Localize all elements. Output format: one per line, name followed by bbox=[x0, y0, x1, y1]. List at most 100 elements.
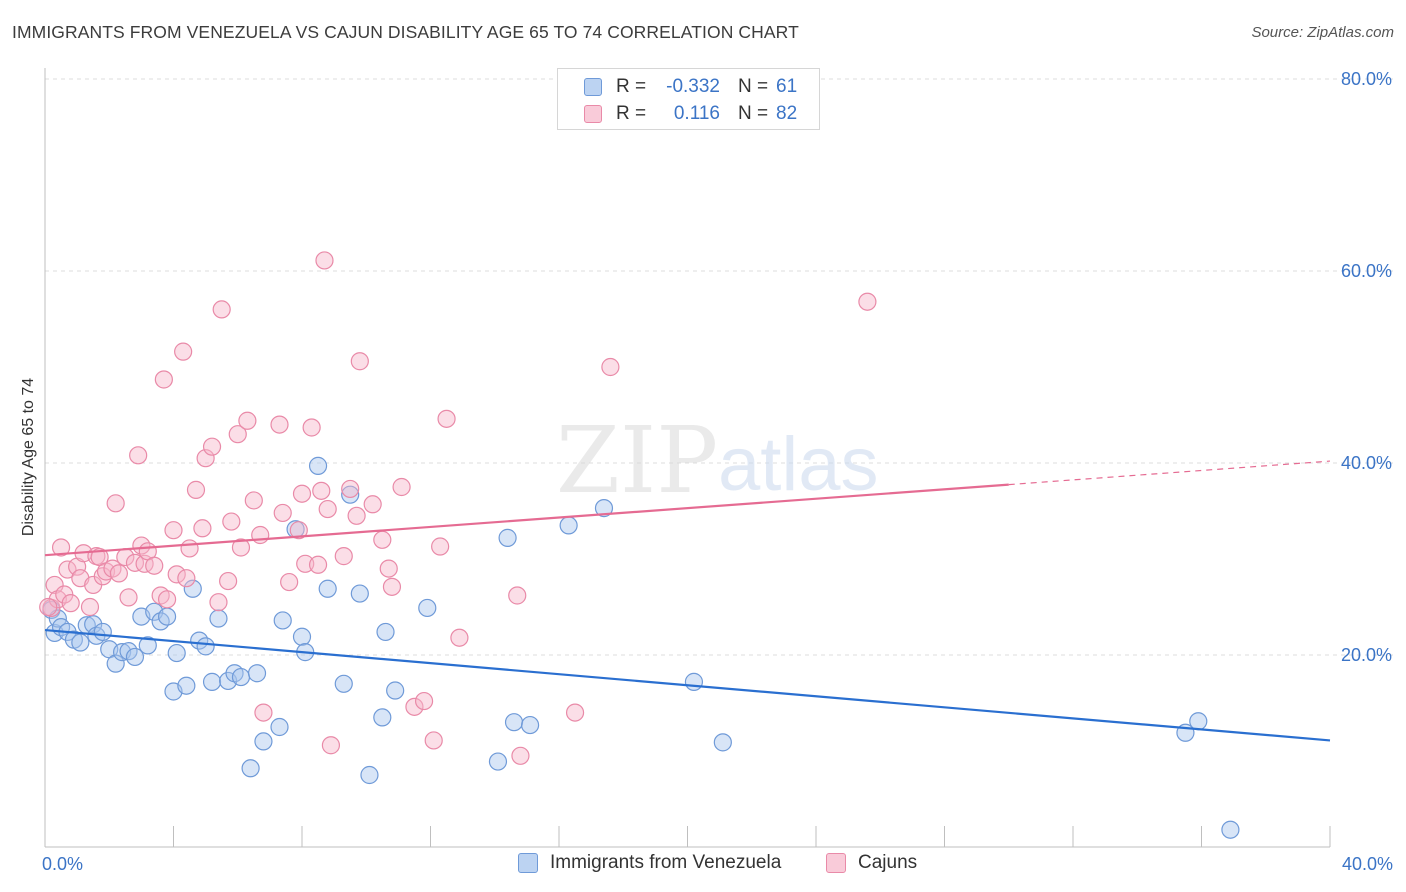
legend-n-label: N = bbox=[738, 103, 769, 124]
data-point bbox=[858, 292, 877, 311]
data-point bbox=[247, 664, 267, 683]
data-point bbox=[209, 609, 228, 628]
legend-n-value: 82 bbox=[776, 103, 798, 124]
y-tick-label: 80.0% bbox=[1341, 69, 1392, 89]
data-point bbox=[713, 733, 732, 752]
chart-title: IMMIGRANTS FROM VENEZUELA VS CAJUN DISAB… bbox=[12, 22, 799, 42]
data-point bbox=[231, 538, 251, 557]
data-point bbox=[180, 539, 199, 558]
data-point bbox=[450, 628, 469, 647]
data-point bbox=[373, 708, 392, 727]
data-point bbox=[302, 418, 321, 437]
data-point bbox=[164, 521, 183, 540]
data-point bbox=[347, 506, 366, 525]
data-point bbox=[51, 538, 71, 557]
data-point bbox=[222, 512, 241, 531]
data-point bbox=[196, 637, 215, 656]
data-point bbox=[511, 746, 530, 765]
data-point bbox=[292, 484, 312, 503]
legend-swatch-venezuela bbox=[584, 78, 602, 96]
data-point bbox=[318, 579, 337, 598]
y-tick-label: 20.0% bbox=[1341, 645, 1392, 665]
data-point bbox=[350, 352, 369, 371]
y-axis-label: Disability Age 65 to 74 bbox=[20, 378, 37, 536]
trend-line-dashed bbox=[1008, 460, 1331, 486]
legend-series: Immigrants from Venezuela Cajuns bbox=[0, 852, 1406, 878]
trend-line bbox=[44, 483, 1009, 557]
data-point bbox=[244, 491, 263, 510]
y-tick-label: 60.0% bbox=[1341, 261, 1392, 281]
data-point bbox=[228, 425, 247, 444]
legend-stats: R = -0.332 N = 61 R = 0.116 N = 82 bbox=[557, 68, 820, 130]
data-point bbox=[212, 300, 231, 319]
data-point bbox=[414, 691, 434, 711]
watermark-zip: ZIP bbox=[556, 407, 718, 514]
data-point bbox=[363, 495, 382, 514]
data-point bbox=[504, 713, 524, 732]
trend-lines bbox=[44, 460, 1331, 742]
y-tick-label: 40.0% bbox=[1341, 453, 1392, 473]
data-point bbox=[318, 499, 337, 519]
data-point bbox=[241, 759, 260, 778]
data-point bbox=[488, 752, 508, 771]
data-point bbox=[39, 597, 58, 617]
watermark-atlas: atlas bbox=[718, 422, 879, 507]
data-point bbox=[373, 530, 392, 549]
data-point bbox=[350, 584, 369, 603]
data-point bbox=[360, 765, 379, 785]
watermark: ZIP atlas bbox=[556, 407, 879, 514]
legend-swatch-venezuela bbox=[518, 853, 538, 873]
source-label: Source: ZipAtlas.com bbox=[1251, 24, 1394, 41]
data-point bbox=[71, 633, 90, 652]
data-point bbox=[193, 519, 212, 538]
data-point bbox=[174, 342, 193, 361]
data-point bbox=[80, 597, 100, 617]
data-point bbox=[312, 481, 331, 500]
data-point bbox=[125, 647, 145, 667]
data-point bbox=[341, 479, 360, 499]
gridlines bbox=[45, 78, 1395, 656]
data-point bbox=[209, 593, 228, 612]
legend-swatch-cajuns bbox=[584, 105, 602, 123]
data-point bbox=[202, 672, 222, 691]
data-point bbox=[280, 572, 299, 592]
x-tick-label: 0.0% bbox=[42, 854, 83, 874]
legend-r-value: 0.116 bbox=[673, 103, 720, 124]
data-point bbox=[273, 503, 292, 523]
data-point bbox=[334, 674, 353, 693]
data-point bbox=[273, 611, 292, 630]
data-point bbox=[601, 357, 620, 377]
data-point bbox=[308, 555, 328, 574]
data-point bbox=[177, 676, 196, 695]
data-point bbox=[386, 681, 405, 700]
data-point bbox=[684, 672, 704, 691]
data-point bbox=[382, 577, 402, 596]
data-point bbox=[270, 717, 289, 737]
data-point bbox=[341, 485, 360, 504]
data-point bbox=[125, 553, 145, 572]
data-point bbox=[45, 575, 64, 595]
data-point bbox=[1221, 820, 1240, 839]
legend-r-label: R = bbox=[616, 103, 647, 124]
legend-item-cajuns[interactable]: Cajuns bbox=[826, 852, 917, 874]
x-tick-label: 40.0% bbox=[1342, 854, 1393, 874]
data-point bbox=[379, 559, 398, 578]
data-point bbox=[157, 607, 177, 626]
legend-n-value: 61 bbox=[776, 76, 798, 97]
data-point bbox=[594, 499, 614, 518]
data-point bbox=[392, 477, 411, 497]
data-point bbox=[405, 697, 424, 716]
legend-label-cajuns: Cajuns bbox=[858, 852, 918, 873]
data-point bbox=[202, 437, 222, 456]
data-point bbox=[186, 480, 206, 499]
data-point bbox=[292, 627, 312, 646]
legend-label-venezuela: Immigrants from Venezuela bbox=[550, 852, 782, 873]
data-point bbox=[289, 521, 308, 540]
data-point bbox=[84, 615, 103, 634]
data-point bbox=[251, 525, 270, 545]
data-point bbox=[498, 528, 517, 547]
trend-line bbox=[44, 628, 1331, 742]
data-point bbox=[219, 571, 238, 591]
legend-item-venezuela[interactable]: Immigrants from Venezuela bbox=[518, 852, 781, 874]
